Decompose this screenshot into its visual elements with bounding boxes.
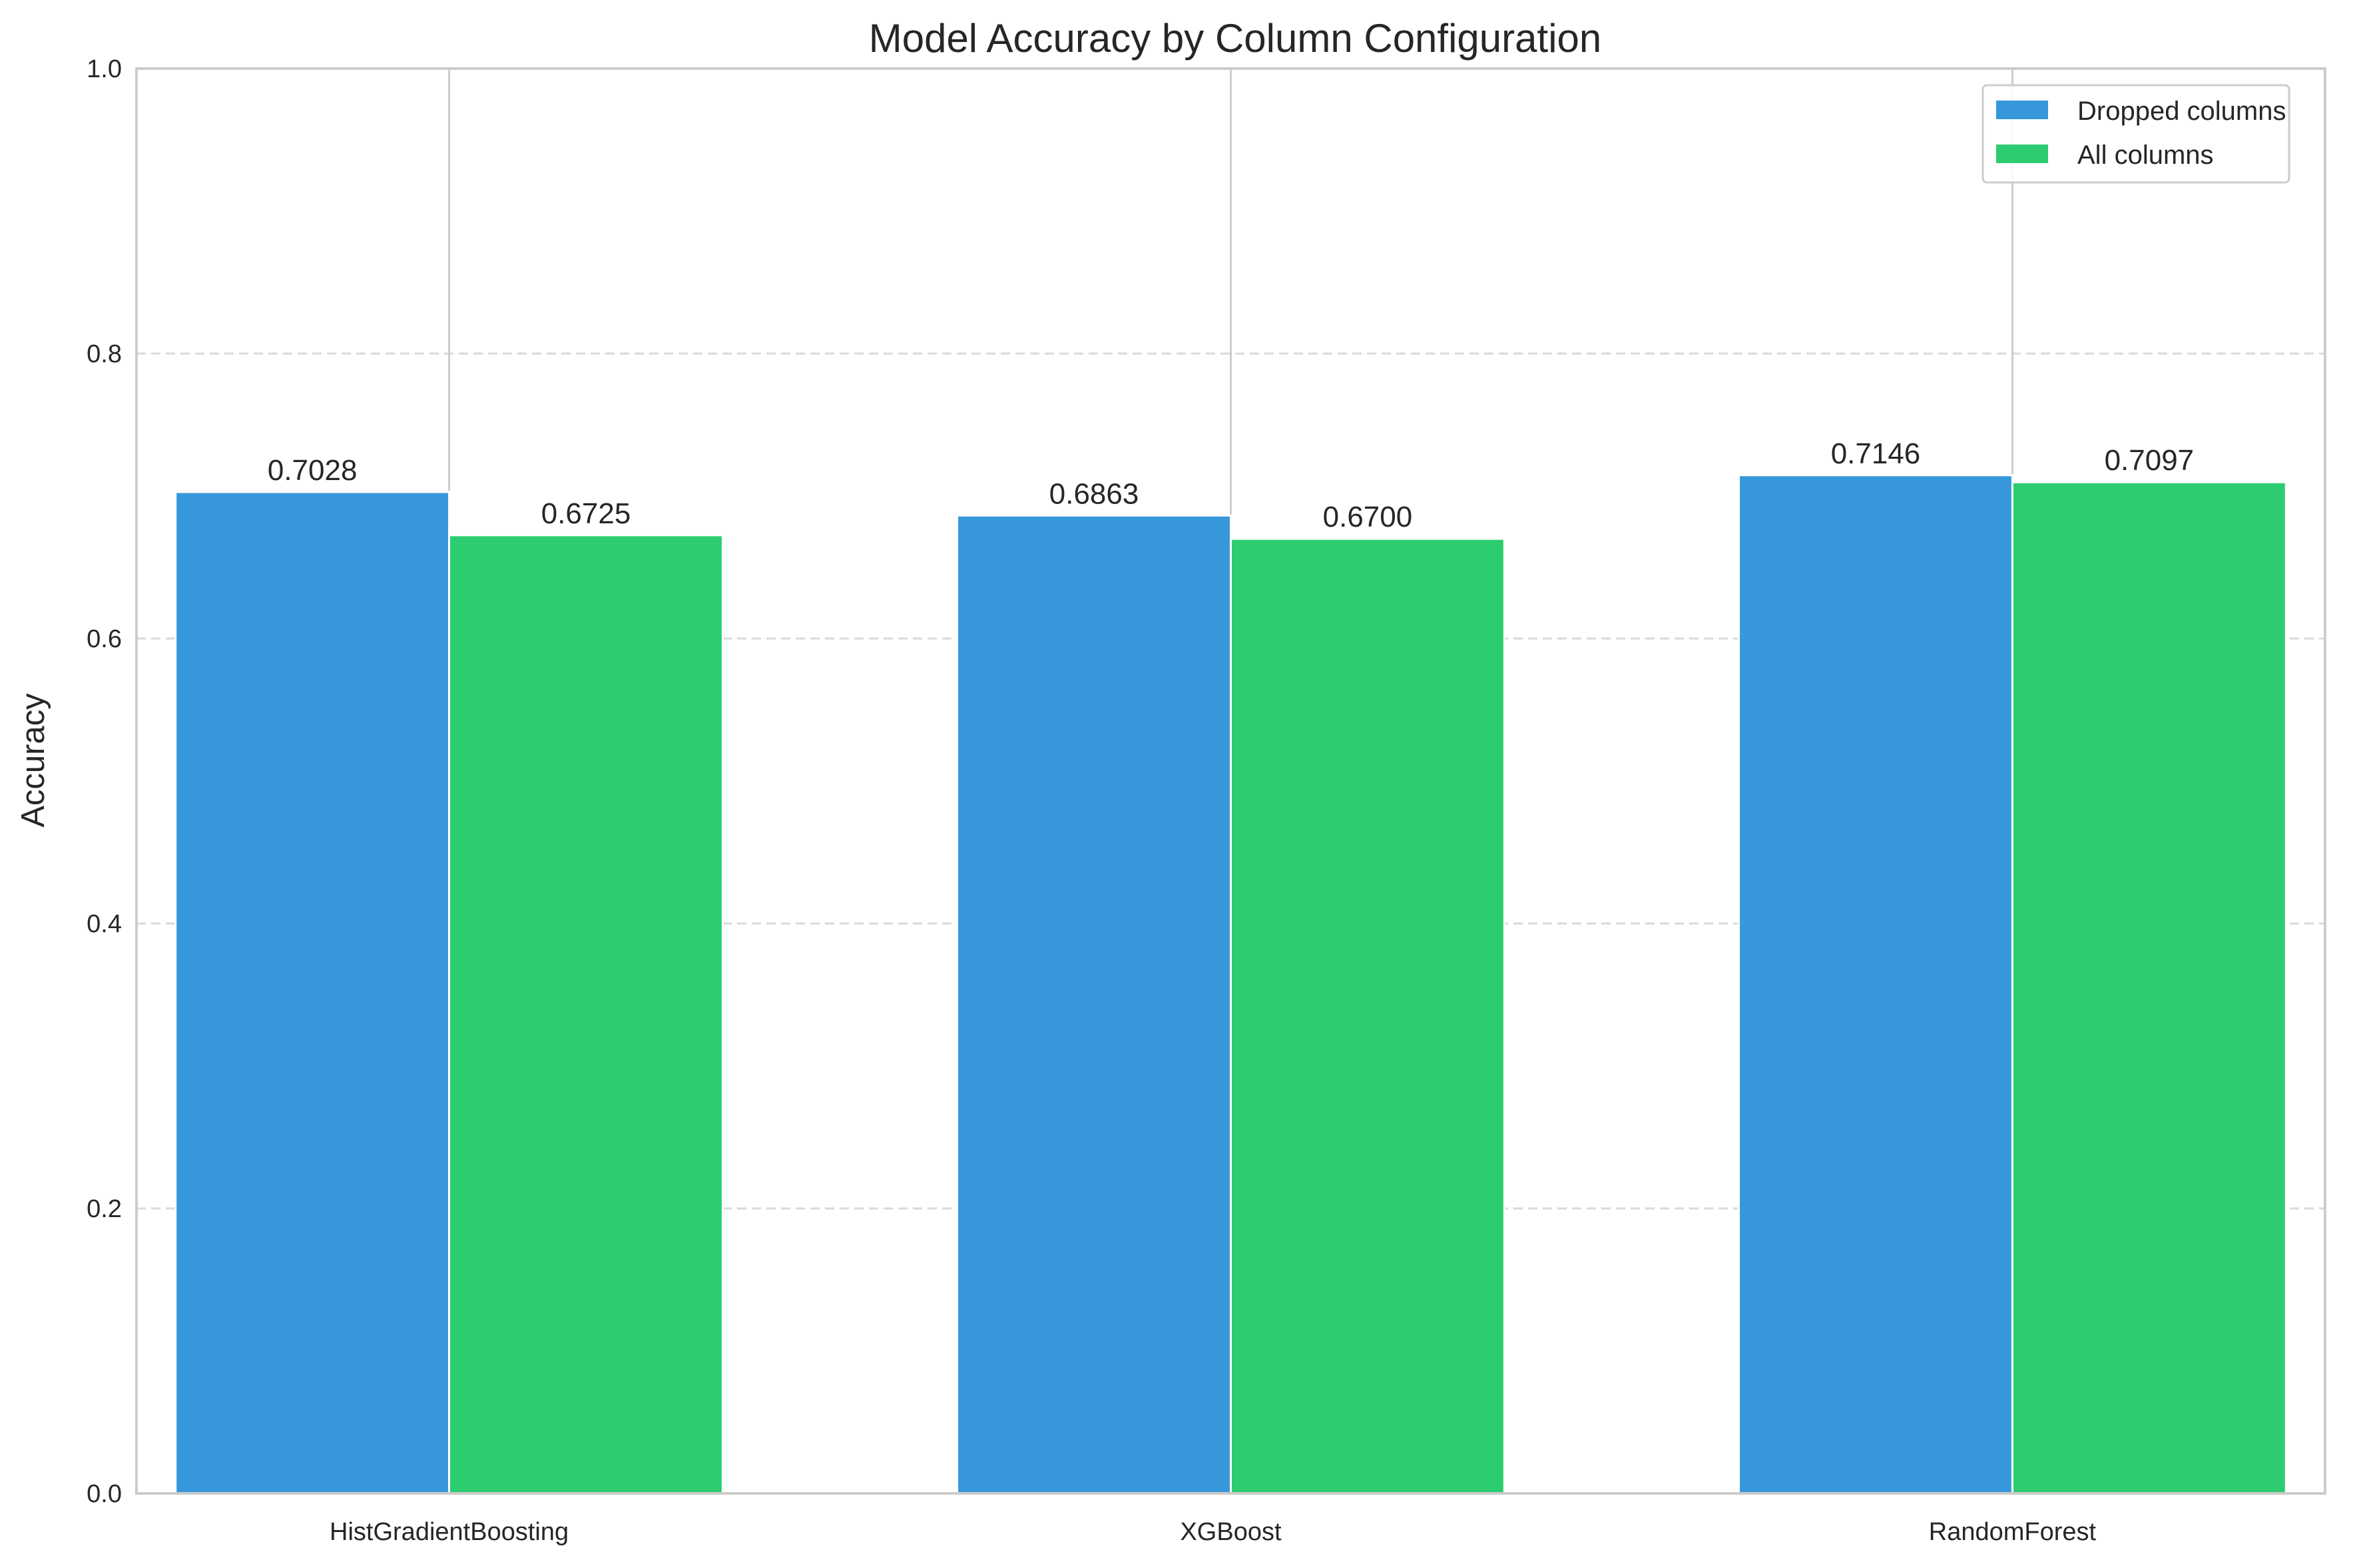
y-tick-label: 0.6 [87,625,122,653]
chart-title: Model Accuracy by Column Configuration [869,16,1602,61]
bar-all-randomforest [2011,481,2287,1495]
legend-swatch-dropped [1996,101,2048,119]
y-tick-label: 0.4 [87,910,122,938]
bar-all-xgboost [1230,537,1505,1495]
bar-value-label: 0.6725 [541,497,631,530]
y-tick-label: 1.0 [87,55,122,83]
legend: Dropped columns All columns [1981,84,2290,184]
legend-label: Dropped columns [2077,97,2286,126]
y-tick-label: 0.8 [87,340,122,368]
x-tick-label: XGBoost [1180,1518,1282,1546]
y-tick-label: 0.0 [87,1480,122,1508]
bar-dropped-randomforest [1738,474,2013,1495]
bar-value-label: 0.7028 [268,454,358,487]
legend-swatch-all [1996,144,2048,163]
data-labels: 0.7028 0.6863 0.7146 0.6725 0.6700 0.7097 [268,437,2194,533]
x-tick-label: RandomForest [1929,1518,2097,1546]
bar-value-label: 0.7097 [2105,444,2195,477]
bar-value-label: 0.7146 [1831,437,1921,470]
bar-value-label: 0.6863 [1049,477,1139,510]
legend-label: All columns [2077,140,2214,170]
bars [174,474,2287,1495]
axes: 0.0 0.2 0.4 0.6 0.8 1.0 HistGradientBoosting XG… [87,55,2326,1546]
x-tick-label: HistGradientBoosting [330,1518,569,1546]
y-axis-label: Accuracy [15,693,51,828]
bar-dropped-histgradientboosting [174,491,451,1495]
bar-dropped-xgboost [956,514,1232,1495]
plot-frame [135,67,2326,1495]
bar-value-label: 0.6700 [1323,501,1413,533]
y-tick-label: 0.2 [87,1195,122,1223]
legend-box [1981,84,2290,184]
bar-all-histgradientboosting [448,534,724,1495]
